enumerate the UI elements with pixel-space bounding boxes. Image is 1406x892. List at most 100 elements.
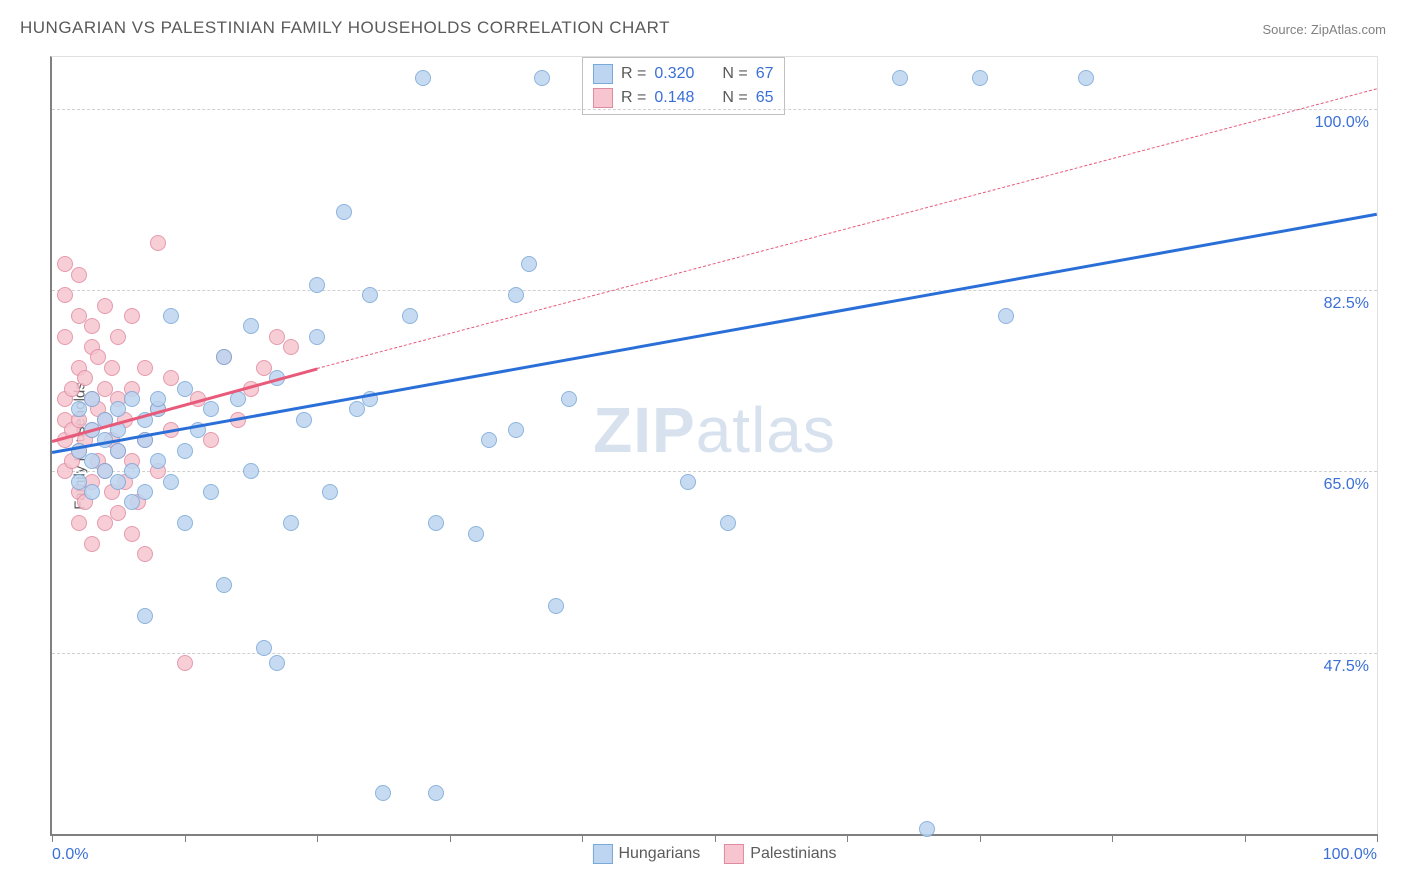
- scatter-point: [177, 381, 193, 397]
- x-tick: [980, 834, 981, 842]
- scatter-point: [481, 432, 497, 448]
- gridline: [52, 653, 1377, 654]
- x-tick: [1112, 834, 1113, 842]
- source-label: Source: ZipAtlas.com: [1262, 22, 1386, 37]
- x-tick: [715, 834, 716, 842]
- scatter-point: [110, 443, 126, 459]
- scatter-point: [110, 329, 126, 345]
- scatter-point: [177, 515, 193, 531]
- scatter-point: [203, 484, 219, 500]
- swatch-hungarians: [593, 64, 613, 84]
- scatter-point: [468, 526, 484, 542]
- x-axis-max-label: 100.0%: [1323, 846, 1377, 864]
- scatter-point: [150, 391, 166, 407]
- x-tick: [317, 834, 318, 842]
- scatter-point: [283, 515, 299, 531]
- scatter-point: [548, 598, 564, 614]
- stats-row-palestinians: R = 0.148 N = 65: [593, 86, 774, 110]
- scatter-point: [203, 401, 219, 417]
- scatter-point: [124, 494, 140, 510]
- scatter-point: [163, 474, 179, 490]
- scatter-point: [137, 608, 153, 624]
- x-tick: [450, 834, 451, 842]
- scatter-point: [137, 546, 153, 562]
- r-value-hungarians: 0.320: [654, 65, 694, 83]
- stats-row-hungarians: R = 0.320 N = 67: [593, 62, 774, 86]
- scatter-point: [508, 287, 524, 303]
- scatter-point: [1078, 70, 1094, 86]
- scatter-point: [150, 453, 166, 469]
- x-tick: [847, 834, 848, 842]
- x-axis-min-label: 0.0%: [52, 846, 88, 864]
- scatter-point: [216, 577, 232, 593]
- scatter-point: [71, 267, 87, 283]
- scatter-point: [163, 308, 179, 324]
- scatter-point: [296, 412, 312, 428]
- x-tick: [1377, 834, 1378, 842]
- scatter-point: [508, 422, 524, 438]
- swatch-palestinians: [593, 88, 613, 108]
- n-value-palestinians: 65: [756, 89, 774, 107]
- y-tick-label: 100.0%: [1315, 114, 1369, 132]
- gridline: [52, 109, 1377, 110]
- scatter-point: [720, 515, 736, 531]
- legend-label-hungarians: Hungarians: [618, 845, 700, 863]
- legend-item-palestinians: Palestinians: [724, 844, 836, 864]
- scatter-point: [84, 391, 100, 407]
- scatter-point: [428, 515, 444, 531]
- y-tick-label: 65.0%: [1324, 476, 1369, 494]
- x-tick: [582, 834, 583, 842]
- y-tick-label: 82.5%: [1324, 295, 1369, 313]
- scatter-point: [322, 484, 338, 500]
- scatter-point: [216, 349, 232, 365]
- scatter-point: [110, 401, 126, 417]
- scatter-point: [150, 235, 166, 251]
- scatter-point: [84, 484, 100, 500]
- r-value-palestinians: 0.148: [654, 89, 694, 107]
- scatter-point: [177, 443, 193, 459]
- scatter-point: [309, 329, 325, 345]
- scatter-point: [77, 370, 93, 386]
- chart-container: HUNGARIAN VS PALESTINIAN FAMILY HOUSEHOL…: [0, 0, 1406, 892]
- scatter-point: [84, 536, 100, 552]
- legend-swatch-palestinians: [724, 844, 744, 864]
- bottom-legend: Hungarians Palestinians: [592, 844, 836, 864]
- scatter-point: [203, 432, 219, 448]
- legend-item-hungarians: Hungarians: [592, 844, 700, 864]
- scatter-point: [124, 526, 140, 542]
- scatter-point: [71, 401, 87, 417]
- r-label: R =: [621, 89, 646, 107]
- scatter-point: [84, 318, 100, 334]
- scatter-point: [137, 360, 153, 376]
- scatter-point: [243, 463, 259, 479]
- scatter-point: [919, 821, 935, 837]
- scatter-point: [97, 515, 113, 531]
- scatter-point: [998, 308, 1014, 324]
- scatter-point: [402, 308, 418, 324]
- n-label: N =: [722, 89, 747, 107]
- x-tick: [1245, 834, 1246, 842]
- scatter-point: [892, 70, 908, 86]
- scatter-point: [680, 474, 696, 490]
- scatter-point: [269, 655, 285, 671]
- scatter-point: [177, 655, 193, 671]
- scatter-point: [362, 287, 378, 303]
- watermark: ZIPatlas: [593, 393, 836, 467]
- scatter-point: [137, 484, 153, 500]
- scatter-point: [124, 308, 140, 324]
- scatter-point: [71, 515, 87, 531]
- watermark-zip: ZIP: [593, 394, 696, 466]
- scatter-point: [256, 640, 272, 656]
- chart-title: HUNGARIAN VS PALESTINIAN FAMILY HOUSEHOL…: [20, 18, 670, 38]
- scatter-point: [110, 474, 126, 490]
- scatter-point: [110, 505, 126, 521]
- x-tick: [52, 834, 53, 842]
- scatter-point: [972, 70, 988, 86]
- scatter-point: [57, 287, 73, 303]
- watermark-atlas: atlas: [696, 394, 836, 466]
- scatter-point: [97, 298, 113, 314]
- scatter-point: [375, 785, 391, 801]
- r-label: R =: [621, 65, 646, 83]
- trend-line: [317, 88, 1377, 369]
- scatter-point: [349, 401, 365, 417]
